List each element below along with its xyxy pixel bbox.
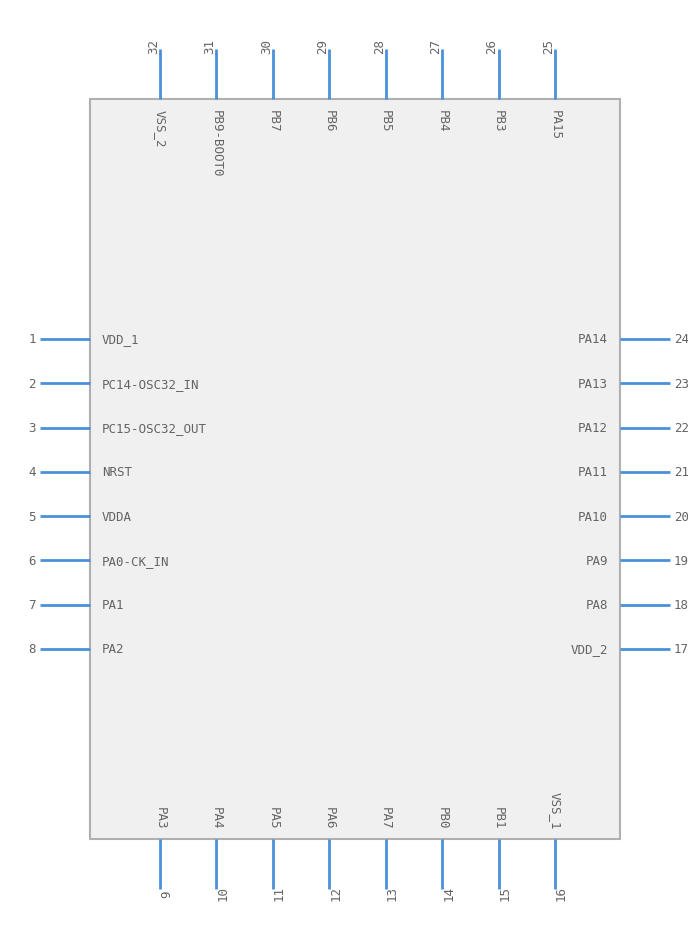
Text: VDDA: VDDA xyxy=(102,510,132,523)
Text: PC15-OSC32_OUT: PC15-OSC32_OUT xyxy=(102,422,207,435)
Text: 4: 4 xyxy=(28,466,36,479)
Text: 24: 24 xyxy=(674,333,688,346)
Text: 21: 21 xyxy=(674,466,688,479)
Text: PB0: PB0 xyxy=(436,806,449,829)
Text: PA5: PA5 xyxy=(266,806,279,829)
Text: PA2: PA2 xyxy=(102,642,125,655)
Text: PA3: PA3 xyxy=(153,806,166,829)
Text: PA8: PA8 xyxy=(585,599,608,612)
Text: NRST: NRST xyxy=(102,466,132,479)
Bar xyxy=(90,100,620,839)
Text: 19: 19 xyxy=(674,554,688,567)
Text: 9: 9 xyxy=(160,889,173,896)
Text: 31: 31 xyxy=(204,38,217,54)
Text: 20: 20 xyxy=(674,510,688,523)
Text: 32: 32 xyxy=(147,38,160,54)
Text: PA0-CK_IN: PA0-CK_IN xyxy=(102,554,169,567)
Text: PA12: PA12 xyxy=(578,422,608,435)
Text: PA1: PA1 xyxy=(102,599,125,612)
Text: 29: 29 xyxy=(316,38,330,54)
Text: 6: 6 xyxy=(28,554,36,567)
Text: 27: 27 xyxy=(429,38,442,54)
Text: 18: 18 xyxy=(674,599,688,612)
Text: 12: 12 xyxy=(330,885,343,900)
Text: PB3: PB3 xyxy=(492,110,505,133)
Text: 15: 15 xyxy=(499,885,512,900)
Text: PA15: PA15 xyxy=(548,110,561,140)
Text: 16: 16 xyxy=(555,885,568,900)
Text: 5: 5 xyxy=(28,510,36,523)
Text: 23: 23 xyxy=(674,377,688,390)
Text: PA6: PA6 xyxy=(323,806,336,829)
Text: PA14: PA14 xyxy=(578,333,608,346)
Text: 13: 13 xyxy=(386,885,399,900)
Text: PB4: PB4 xyxy=(436,110,449,133)
Text: 7: 7 xyxy=(28,599,36,612)
Text: 2: 2 xyxy=(28,377,36,390)
Text: 3: 3 xyxy=(28,422,36,435)
Text: PA11: PA11 xyxy=(578,466,608,479)
Text: 1: 1 xyxy=(28,333,36,346)
Text: PA13: PA13 xyxy=(578,377,608,390)
Text: PA9: PA9 xyxy=(585,554,608,567)
Text: 28: 28 xyxy=(373,38,386,54)
Text: PB9-BOOT0: PB9-BOOT0 xyxy=(210,110,223,177)
Text: VSS_1: VSS_1 xyxy=(548,792,561,829)
Text: 26: 26 xyxy=(486,38,499,54)
Text: 14: 14 xyxy=(442,885,455,900)
Text: PA10: PA10 xyxy=(578,510,608,523)
Text: VDD_2: VDD_2 xyxy=(570,642,608,655)
Text: PB7: PB7 xyxy=(266,110,279,133)
Text: 10: 10 xyxy=(217,885,229,900)
Text: PB5: PB5 xyxy=(379,110,392,133)
Text: VDD_1: VDD_1 xyxy=(102,333,140,346)
Text: 25: 25 xyxy=(542,38,555,54)
Text: PC14-OSC32_IN: PC14-OSC32_IN xyxy=(102,377,200,390)
Text: 8: 8 xyxy=(28,642,36,655)
Text: PB6: PB6 xyxy=(323,110,336,133)
Text: PA4: PA4 xyxy=(210,806,223,829)
Text: 30: 30 xyxy=(260,38,273,54)
Text: 22: 22 xyxy=(674,422,688,435)
Text: PB1: PB1 xyxy=(492,806,505,829)
Text: VSS_2: VSS_2 xyxy=(153,110,166,147)
Text: 17: 17 xyxy=(674,642,688,655)
Text: 11: 11 xyxy=(273,885,286,900)
Text: PA7: PA7 xyxy=(379,806,392,829)
